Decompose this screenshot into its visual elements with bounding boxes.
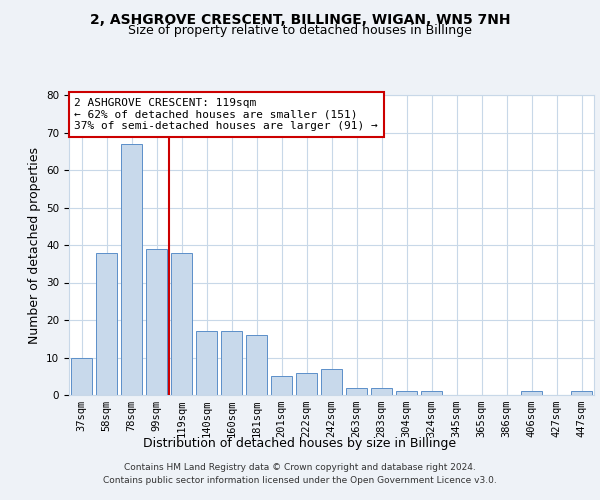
Bar (271, 376, 292, 395)
Bar (321, 369, 342, 395)
Bar (421, 391, 442, 395)
Text: Contains public sector information licensed under the Open Government Licence v3: Contains public sector information licen… (103, 476, 497, 485)
Bar (296, 372, 317, 395)
Bar (71, 358, 92, 395)
Text: 2 ASHGROVE CRESCENT: 119sqm
← 62% of detached houses are smaller (151)
37% of se: 2 ASHGROVE CRESCENT: 119sqm ← 62% of det… (74, 98, 378, 131)
Bar (571, 391, 592, 395)
Bar (171, 252, 192, 395)
Text: Size of property relative to detached houses in Billinge: Size of property relative to detached ho… (128, 24, 472, 37)
Text: Contains HM Land Registry data © Crown copyright and database right 2024.: Contains HM Land Registry data © Crown c… (124, 464, 476, 472)
Bar (221, 331, 242, 395)
Bar (96, 252, 117, 395)
Text: 2, ASHGROVE CRESCENT, BILLINGE, WIGAN, WN5 7NH: 2, ASHGROVE CRESCENT, BILLINGE, WIGAN, W… (90, 12, 510, 26)
Bar (146, 249, 167, 395)
Bar (196, 331, 217, 395)
Bar (121, 144, 142, 395)
Text: Distribution of detached houses by size in Billinge: Distribution of detached houses by size … (143, 438, 457, 450)
Bar (371, 388, 392, 395)
Bar (396, 391, 417, 395)
Y-axis label: Number of detached properties: Number of detached properties (28, 146, 41, 344)
Bar (346, 388, 367, 395)
Bar (521, 391, 542, 395)
Bar (246, 335, 267, 395)
